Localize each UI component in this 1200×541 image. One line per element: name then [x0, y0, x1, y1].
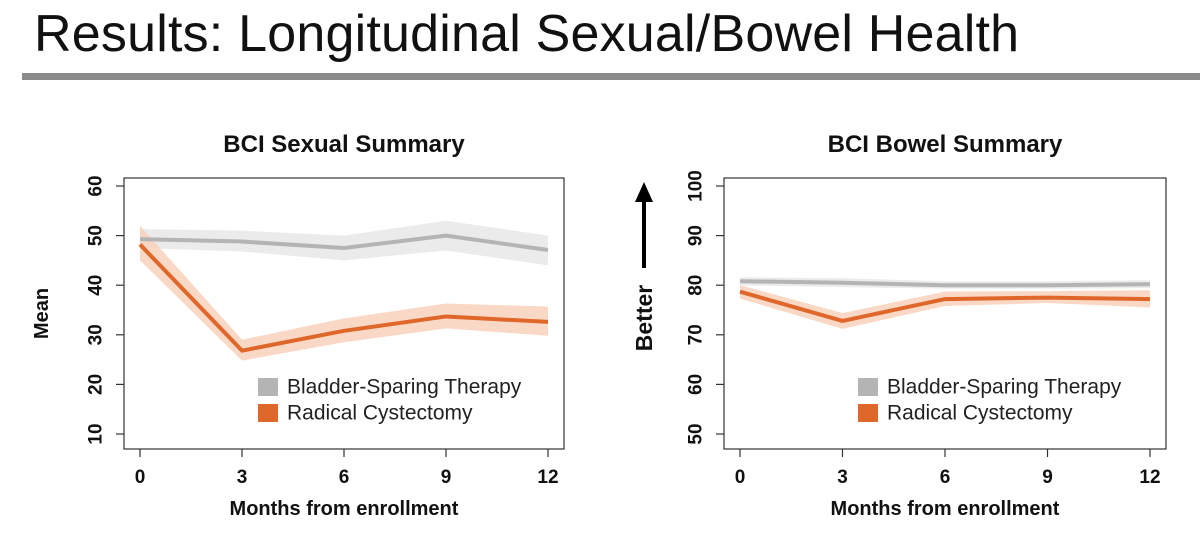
chart-0-y-tick-label: 50	[86, 225, 107, 246]
chart-0-y-axis-label: Mean	[31, 288, 53, 339]
chart-0-series-1-ci-band	[140, 225, 548, 361]
chart-1-y-tick-label: 90	[686, 225, 707, 246]
chart-0-x-tick-label: 9	[441, 467, 452, 488]
chart-1-y-axis-label: Better	[631, 285, 657, 352]
chart-0-x-tick-label: 12	[537, 467, 558, 488]
chart-0-y-tick-label: 30	[86, 324, 107, 345]
chart-0-y-tick-label: 40	[86, 275, 107, 296]
chart-0-legend-label-1: Radical Cystectomy	[287, 402, 473, 425]
chart-0-series-0-ci-band	[140, 220, 548, 266]
chart-1-y-tick-label: 60	[686, 374, 707, 395]
better-arrow-head	[635, 182, 653, 202]
chart-1-y-tick-label: 50	[686, 423, 707, 444]
chart-0-legend-swatch-1	[258, 404, 278, 422]
chart-1-legend-swatch-0	[858, 378, 878, 396]
slide-title: Results: Longitudinal Sexual/Bowel Healt…	[34, 5, 1020, 63]
chart-0-x-axis-label: Months from enrollment	[230, 498, 459, 520]
chart-1-x-tick-label: 6	[940, 467, 951, 488]
bowel-summary-chart: BCI Bowel Summary 50 60 70 80 90 100 0 3 6 9 12 Mont…	[631, 131, 1167, 520]
chart-1-legend-label-1: Radical Cystectomy	[887, 402, 1073, 425]
chart-1-title: BCI Bowel Summary	[828, 131, 1063, 158]
chart-1-y-tick-label: 100	[686, 170, 707, 202]
chart-0-legend-label-0: Bladder-Sparing Therapy	[287, 376, 522, 399]
chart-1-x-tick-label: 12	[1139, 467, 1160, 488]
title-divider	[22, 73, 1200, 80]
chart-1-y-tick-label: 70	[686, 324, 707, 345]
chart-1-x-axis-label: Months from enrollment	[831, 498, 1060, 520]
chart-1-x-tick-label: 3	[837, 467, 848, 488]
chart-1-legend-swatch-1	[858, 404, 878, 422]
chart-0-y-tick-label: 60	[86, 175, 107, 196]
chart-0-x-tick-label: 6	[339, 467, 350, 488]
chart-0-y-tick-label: 10	[86, 423, 107, 444]
chart-1-x-tick-label: 0	[735, 467, 746, 488]
sexual-summary-chart: BCI Sexual Summary 10 20 30 40 50 60 0 3 6 9 12 Mont…	[31, 131, 565, 520]
chart-0-legend-swatch-0	[258, 378, 278, 396]
chart-0-x-tick-label: 3	[237, 467, 248, 488]
chart-0-y-tick-label: 20	[86, 374, 107, 395]
chart-0-x-tick-label: 0	[135, 467, 146, 488]
chart-0-title: BCI Sexual Summary	[223, 131, 465, 158]
chart-1-x-tick-label: 9	[1042, 467, 1053, 488]
chart-1-series-1-ci-band	[740, 285, 1150, 329]
chart-1-y-tick-label: 80	[686, 275, 707, 296]
chart-1-legend-label-0: Bladder-Sparing Therapy	[887, 376, 1122, 399]
